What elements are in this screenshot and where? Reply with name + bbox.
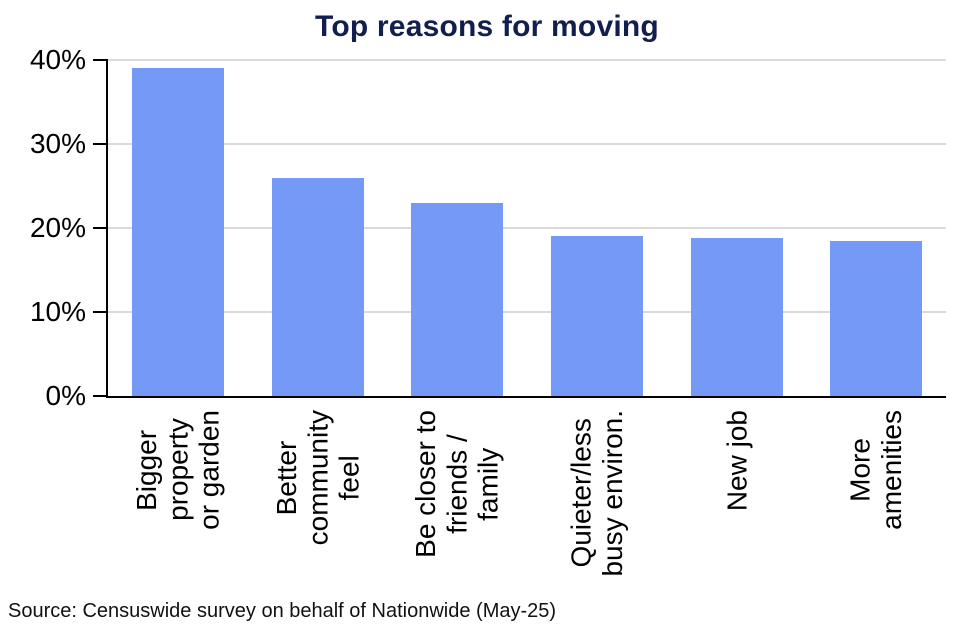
x-axis-label: Quieter/less busy environ.	[565, 410, 628, 577]
gridline-10	[108, 311, 946, 313]
y-axis-label-40: 40%	[29, 44, 86, 75]
y-axis-label-30: 30%	[29, 128, 86, 159]
source-note: Source: Censuswide survey on behalf of N…	[8, 600, 557, 622]
y-axis-label-0: 0%	[45, 380, 86, 411]
y-tick-0	[93, 395, 108, 397]
y-tick-20	[93, 227, 108, 229]
y-axis-line	[106, 60, 108, 398]
y-tick-40	[93, 59, 108, 61]
bar	[271, 177, 364, 396]
gridline-20	[108, 227, 946, 229]
plot-area	[108, 59, 946, 398]
gridline-40	[108, 59, 946, 61]
bar	[830, 240, 923, 396]
y-axis-label-10: 10%	[29, 296, 86, 327]
x-axis-label: Bigger property or garden	[130, 410, 225, 530]
chart-title: Top reasons for moving	[315, 10, 659, 43]
y-axis-label-20: 20%	[29, 212, 86, 243]
x-axis-label: Better community feel	[270, 410, 365, 546]
y-tick-10	[93, 311, 108, 313]
bar	[550, 236, 643, 396]
bar	[131, 68, 224, 396]
x-axis-label: Be closer to friends / family	[410, 410, 504, 558]
bar	[690, 238, 783, 396]
x-axis-label: New job	[720, 410, 752, 512]
bar	[411, 202, 504, 396]
x-axis-label: More amenities	[844, 410, 908, 530]
gridline-30	[108, 143, 946, 145]
y-tick-30	[93, 143, 108, 145]
